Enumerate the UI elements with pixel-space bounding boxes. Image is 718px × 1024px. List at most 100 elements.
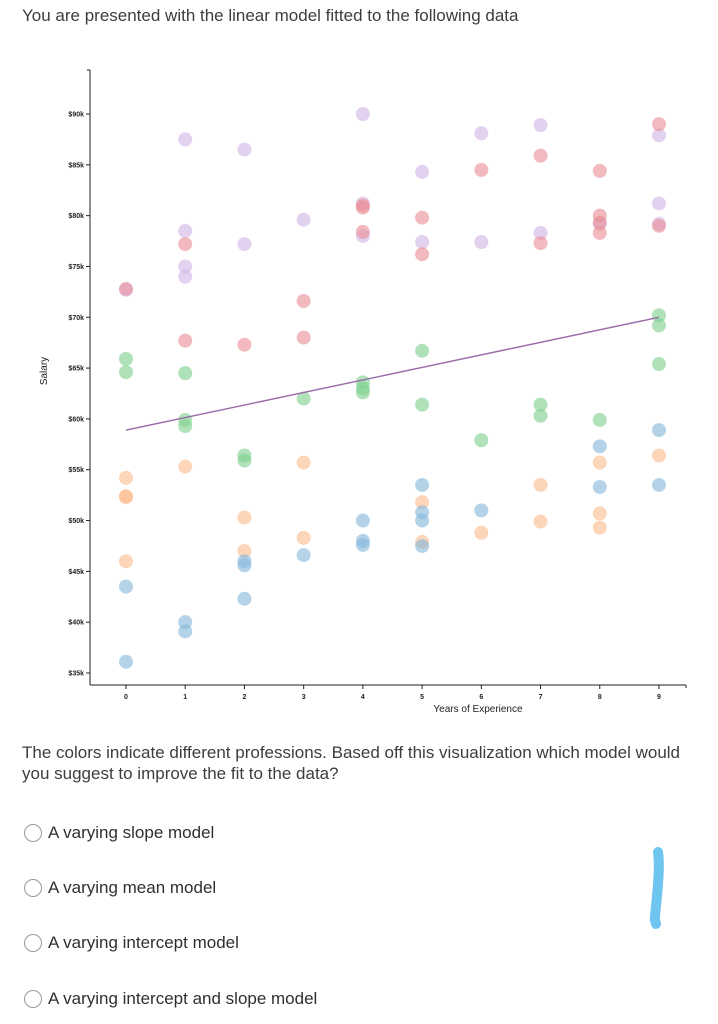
data-point-orange [296, 455, 311, 470]
x-tick-label: 4 [361, 694, 365, 701]
data-point-blue [355, 537, 370, 552]
data-point-red [415, 210, 430, 225]
data-point-red [178, 237, 193, 252]
y-tick-label: $75k [68, 264, 84, 271]
data-point-green [652, 318, 666, 333]
x-tick-label: 8 [598, 694, 602, 701]
data-point-red [296, 330, 311, 345]
x-axis-label: Years of Experience [433, 704, 523, 715]
data-point-blue [178, 624, 193, 639]
data-point-green [415, 397, 430, 412]
radio-button[interactable] [24, 990, 42, 1008]
data-point-red [474, 162, 489, 177]
scatter-chart: $35k $40k $45k $50k $55k $60k $65k $70k $75k $80k… [39, 69, 687, 715]
y-tick-label: $35k [68, 671, 84, 678]
data-point-blue [355, 513, 370, 528]
data-point-red [592, 215, 607, 230]
option-varying-mean[interactable]: A varying mean model [24, 876, 216, 900]
data-point-blue [652, 477, 666, 492]
radio-button[interactable] [24, 879, 42, 897]
data-point-red [592, 225, 607, 240]
y-tick-label: $80k [68, 213, 84, 220]
y-tick-label: $65k [68, 366, 84, 373]
annotation-marker-icon [649, 847, 664, 929]
option-label: A varying intercept model [48, 933, 239, 952]
data-point-blue [296, 548, 311, 563]
y-tick-label: $50k [68, 518, 84, 525]
data-point-green [119, 365, 133, 380]
option-label: A varying intercept and slope model [48, 989, 318, 1008]
data-point-orange [119, 490, 133, 505]
y-tick-label: $90k [68, 112, 84, 119]
data-point-orange [119, 470, 133, 485]
data-point-green [178, 419, 193, 434]
data-point-blue [237, 558, 252, 573]
data-point-orange [533, 514, 548, 529]
y-tick-label: $60k [68, 416, 84, 423]
data-point-purple [355, 107, 370, 121]
data-point-green [415, 343, 430, 358]
data-point-green [119, 351, 133, 366]
data-point-blue [119, 579, 133, 594]
data-point-orange [533, 477, 548, 492]
data-point-orange [652, 448, 666, 463]
x-tick-label: 2 [242, 694, 246, 701]
data-point-green [592, 412, 607, 427]
data-point-purple [237, 237, 252, 252]
data-point-purple [652, 128, 666, 143]
data-point-purple [296, 212, 311, 227]
plot-area: $35k $40k $45k $50k $55k $60k $65k $70k $75k $80k… [39, 69, 687, 715]
data-point-orange [178, 459, 193, 474]
data-point-purple [178, 223, 193, 238]
data-point-blue [237, 591, 252, 606]
data-point-green [178, 366, 193, 381]
y-tick-label: $55k [68, 467, 84, 474]
data-point-purple [415, 164, 430, 179]
data-point-orange [237, 510, 252, 525]
y-tick-label: $70k [68, 315, 84, 322]
data-point-red [415, 247, 430, 262]
x-tick-label: 6 [479, 694, 483, 701]
data-point-blue [592, 480, 607, 495]
data-point-orange [296, 530, 311, 545]
x-tick-label: 9 [657, 694, 661, 701]
data-point-blue [415, 477, 430, 492]
data-point-red [355, 200, 370, 215]
option-varying-intercept-and-slope[interactable]: A varying intercept and slope model [24, 987, 317, 1011]
data-point-purple [178, 259, 193, 274]
data-point-orange [237, 544, 252, 559]
data-point-blue [415, 538, 430, 553]
data-point-purple [178, 269, 193, 284]
x-tick-label: 5 [420, 694, 424, 701]
data-point-green [652, 308, 666, 323]
data-point-green [533, 408, 548, 423]
data-point-blue [652, 423, 666, 438]
data-point-orange [592, 520, 607, 535]
data-point-red [533, 148, 548, 163]
data-point-red [533, 236, 548, 251]
data-point-orange [592, 455, 607, 470]
data-point-purple [474, 126, 489, 141]
option-varying-intercept[interactable]: A varying intercept model [24, 931, 239, 955]
fit-line [125, 316, 660, 431]
x-tick-label: 1 [183, 694, 187, 701]
x-tick-label: 7 [539, 694, 543, 701]
y-tick-label: $40k [68, 620, 84, 627]
option-varying-slope[interactable]: A varying slope model [24, 821, 214, 845]
option-label: A varying mean model [48, 878, 217, 897]
radio-button[interactable] [24, 934, 42, 952]
data-point-green [652, 357, 666, 372]
data-point-purple [533, 225, 548, 240]
data-point-purple [415, 235, 430, 250]
data-point-blue [415, 513, 430, 528]
page-title: You are presented with the linear model … [22, 6, 519, 25]
data-point-orange [119, 554, 133, 569]
x-tick-label: 0 [124, 694, 128, 701]
y-tick-label: $45k [68, 569, 84, 576]
data-point-green [237, 453, 252, 468]
radio-button[interactable] [24, 824, 42, 842]
data-point-orange [474, 525, 489, 540]
data-point-purple [652, 196, 666, 211]
data-point-red [592, 163, 607, 178]
y-axis-label: Salary [39, 357, 50, 385]
